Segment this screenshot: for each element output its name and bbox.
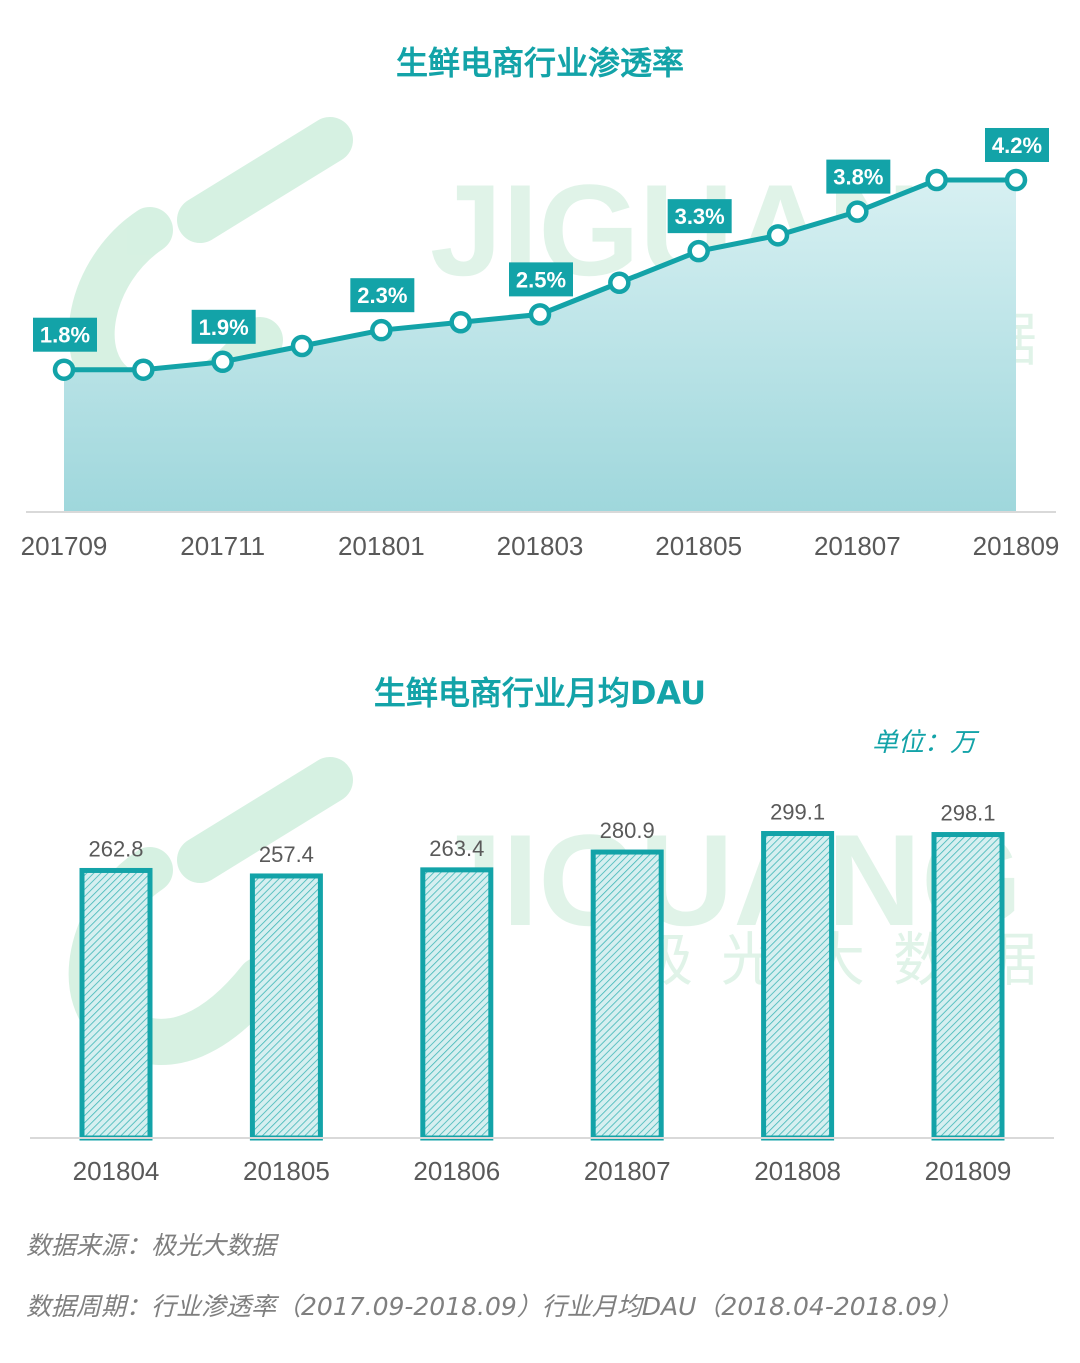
- x-tick-label: 201807: [814, 531, 901, 561]
- data-point-201802: [449, 311, 472, 334]
- bar-201804: [79, 867, 153, 1141]
- bar-value-label: 262.8: [88, 836, 143, 861]
- watermark-text: JIGUANG: [430, 807, 1022, 953]
- data-point-201801: [370, 318, 393, 342]
- data-label-201805: 3.3%: [667, 199, 732, 234]
- watermark-logo: JIGUANG 极光大数据: [68, 757, 1037, 1065]
- data-period-note: 数据周期：行业渗透率（2017.09-2018.09）行业月均DAU（2018.…: [26, 1292, 963, 1321]
- svg-text:2.5%: 2.5%: [516, 267, 566, 292]
- bar-201807: [590, 849, 664, 1141]
- data-label-201807: 3.8%: [826, 159, 891, 194]
- area-fill: [64, 179, 1016, 512]
- x-tick-label: 201709: [21, 531, 108, 561]
- svg-text:2.3%: 2.3%: [357, 283, 407, 308]
- data-point-201712: [290, 334, 314, 358]
- x-tick-label: 201807: [584, 1156, 671, 1186]
- x-tick-label: 201809: [973, 531, 1060, 561]
- chart2-title: 生鲜电商行业月均DAU: [373, 674, 707, 712]
- bar-value-label: 298.1: [940, 801, 995, 826]
- bar-value-label: 257.4: [259, 842, 314, 867]
- x-tick-label: 201806: [413, 1156, 500, 1186]
- bar-201806: [420, 867, 494, 1141]
- svg-text:4.2%: 4.2%: [992, 133, 1042, 158]
- x-tick-label: 201803: [497, 531, 584, 561]
- x-tick-label: 201711: [180, 531, 265, 561]
- dau-bar-chart: JIGUANG 极光大数据 262.8 257.4 263.4 280.9 299.1 2…: [30, 757, 1054, 1186]
- svg-text:3.8%: 3.8%: [833, 165, 883, 190]
- x-tick-label: 201805: [655, 531, 742, 561]
- unit-label: 单位：万: [872, 728, 977, 758]
- bar-201805: [249, 873, 323, 1141]
- x-tick-label: 201804: [73, 1156, 160, 1186]
- data-source-note: 数据来源：极光大数据: [26, 1231, 277, 1260]
- bar-201808: [761, 831, 835, 1141]
- data-point-201804: [608, 271, 631, 295]
- data-point-201809: [1004, 168, 1028, 192]
- data-label-201801: 2.3%: [350, 278, 415, 313]
- x-tick-label: 201805: [243, 1156, 330, 1186]
- data-point-201803: [528, 303, 552, 326]
- chart1-title: 生鲜电商行业渗透率: [395, 44, 684, 82]
- bar-value-label: 299.1: [770, 800, 825, 825]
- penetration-area-chart: JIGUANG 极光大数据 1.8%1.9%2.3%2.5%3.3%3.8%4.…: [21, 117, 1060, 561]
- bar-201809: [931, 832, 1005, 1141]
- x-tick-label: 201808: [754, 1156, 841, 1186]
- data-point-201808: [925, 168, 948, 192]
- data-label-201809: 4.2%: [985, 127, 1049, 162]
- bar-value-label: 280.9: [600, 818, 655, 843]
- data-point-201711: [211, 350, 234, 374]
- bar-value-label: 263.4: [429, 836, 484, 861]
- data-point-201807: [846, 200, 869, 223]
- x-tick-label: 201809: [925, 1156, 1012, 1186]
- data-point-201710: [132, 358, 155, 381]
- data-label-201803: 2.5%: [509, 262, 573, 297]
- svg-text:3.3%: 3.3%: [675, 204, 725, 229]
- svg-text:1.8%: 1.8%: [40, 323, 90, 348]
- data-point-201805: [687, 239, 710, 263]
- data-label-201711: 1.9%: [191, 309, 256, 344]
- data-point-201709: [52, 358, 76, 381]
- svg-text:1.9%: 1.9%: [199, 315, 249, 340]
- x-tick-label: 201801: [338, 531, 425, 561]
- data-label-201709: 1.8%: [33, 317, 97, 352]
- data-point-201806: [766, 224, 790, 247]
